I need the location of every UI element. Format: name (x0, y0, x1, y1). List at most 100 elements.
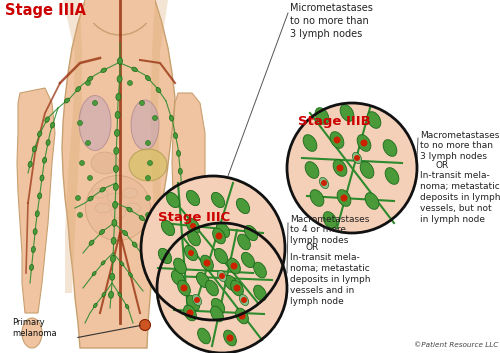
Ellipse shape (38, 131, 42, 137)
Ellipse shape (323, 212, 337, 228)
Text: OR: OR (435, 161, 448, 170)
Text: Macrometastases: Macrometastases (290, 215, 370, 224)
Circle shape (226, 335, 234, 341)
Ellipse shape (228, 258, 240, 274)
Ellipse shape (114, 130, 119, 136)
Text: OR: OR (305, 243, 318, 252)
Circle shape (360, 139, 368, 146)
Circle shape (188, 250, 194, 256)
Ellipse shape (206, 280, 218, 296)
Ellipse shape (101, 261, 105, 265)
Circle shape (146, 213, 150, 217)
Circle shape (141, 176, 285, 320)
Ellipse shape (111, 237, 116, 244)
Circle shape (238, 312, 246, 319)
Polygon shape (62, 0, 175, 348)
Ellipse shape (218, 270, 226, 282)
Ellipse shape (224, 330, 236, 346)
FancyBboxPatch shape (85, 0, 155, 23)
Polygon shape (100, 0, 140, 23)
Circle shape (152, 115, 158, 120)
Polygon shape (63, 0, 82, 293)
Ellipse shape (108, 291, 114, 298)
Ellipse shape (352, 152, 362, 163)
Ellipse shape (383, 140, 397, 156)
Ellipse shape (176, 150, 180, 156)
Polygon shape (172, 93, 205, 313)
Ellipse shape (156, 88, 161, 93)
Ellipse shape (184, 245, 198, 261)
Ellipse shape (115, 112, 120, 118)
Ellipse shape (110, 255, 116, 262)
Ellipse shape (180, 222, 184, 228)
Circle shape (336, 164, 344, 172)
Ellipse shape (178, 280, 190, 296)
Ellipse shape (120, 262, 124, 266)
Ellipse shape (116, 94, 121, 101)
Ellipse shape (303, 134, 317, 151)
Ellipse shape (33, 229, 37, 235)
Ellipse shape (320, 178, 328, 189)
Ellipse shape (94, 303, 97, 308)
Ellipse shape (76, 86, 80, 92)
Circle shape (146, 175, 150, 180)
Ellipse shape (174, 258, 186, 274)
Ellipse shape (122, 188, 138, 198)
Ellipse shape (340, 104, 354, 121)
Ellipse shape (188, 230, 200, 246)
Ellipse shape (114, 166, 118, 172)
Ellipse shape (162, 220, 174, 236)
Ellipse shape (310, 190, 324, 207)
Ellipse shape (126, 203, 140, 213)
Ellipse shape (166, 192, 179, 208)
Ellipse shape (101, 68, 106, 73)
Ellipse shape (129, 149, 167, 181)
Ellipse shape (212, 298, 224, 314)
Ellipse shape (254, 285, 266, 301)
Ellipse shape (79, 96, 111, 150)
Ellipse shape (230, 280, 243, 296)
Circle shape (92, 101, 98, 106)
Polygon shape (17, 88, 55, 313)
Circle shape (78, 120, 82, 126)
Ellipse shape (210, 306, 224, 322)
Ellipse shape (214, 249, 228, 264)
Ellipse shape (86, 175, 150, 240)
Ellipse shape (385, 168, 399, 184)
Ellipse shape (196, 273, 209, 288)
Ellipse shape (174, 133, 178, 139)
Ellipse shape (139, 216, 144, 221)
Circle shape (340, 195, 347, 202)
Circle shape (128, 80, 132, 85)
Ellipse shape (92, 188, 108, 198)
Ellipse shape (91, 152, 119, 174)
Ellipse shape (118, 58, 122, 65)
Ellipse shape (333, 160, 347, 176)
Text: Stage IIIB: Stage IIIB (298, 115, 371, 128)
Ellipse shape (172, 270, 184, 286)
Ellipse shape (30, 264, 34, 270)
Circle shape (86, 80, 90, 85)
Ellipse shape (110, 208, 126, 218)
Text: Primary
melanoma: Primary melanoma (12, 318, 56, 338)
Ellipse shape (200, 255, 213, 271)
Ellipse shape (224, 275, 237, 291)
Ellipse shape (242, 252, 254, 268)
Text: In-transit mela-
noma; metastatic
deposits in lymph
vessels and in
lymph node: In-transit mela- noma; metastatic deposi… (290, 253, 370, 306)
Ellipse shape (46, 139, 50, 145)
Ellipse shape (96, 203, 110, 213)
Ellipse shape (108, 193, 122, 203)
Ellipse shape (158, 249, 172, 264)
Ellipse shape (305, 162, 319, 178)
Circle shape (148, 161, 152, 166)
Circle shape (86, 140, 90, 145)
Ellipse shape (132, 242, 137, 247)
Text: Macrometastases: Macrometastases (420, 131, 500, 140)
Ellipse shape (238, 234, 250, 250)
Text: to 4 or more
lymph nodes: to 4 or more lymph nodes (290, 225, 348, 245)
Ellipse shape (180, 186, 184, 192)
Ellipse shape (88, 196, 93, 201)
Circle shape (85, 0, 155, 35)
Ellipse shape (236, 198, 250, 214)
Ellipse shape (184, 305, 196, 321)
